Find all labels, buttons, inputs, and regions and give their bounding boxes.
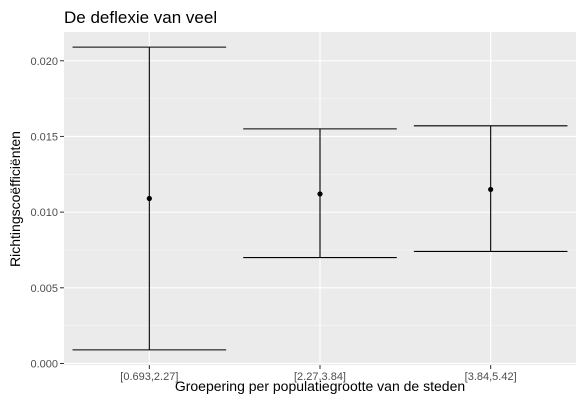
y-axis-title: Richtingscoëfficiënten — [7, 131, 23, 267]
y-tick-label: 0.020 — [30, 56, 58, 68]
y-tick-label: 0.015 — [30, 131, 58, 143]
x-axis-ticks: [0.693,2.27] [2.27,3.84] [3.84,5.42] — [120, 365, 517, 383]
x-tick-label: [0.693,2.27] — [120, 371, 178, 383]
error-bars — [72, 46, 568, 351]
y-tick-label: 0.000 — [30, 358, 58, 370]
y-axis-ticks: 0.000 0.005 0.010 0.015 0.020 — [30, 56, 64, 370]
x-tick-label: [3.84,5.42] — [465, 371, 517, 383]
estimate-point — [146, 195, 152, 202]
y-tick-label: 0.005 — [30, 283, 58, 295]
y-tick-label: 0.010 — [30, 207, 58, 219]
chart-title: De deflexie van veel — [64, 8, 217, 27]
x-tick-label: [2.27,3.84] — [294, 371, 346, 383]
estimate-point — [488, 186, 494, 193]
estimate-point — [317, 191, 323, 197]
x-axis-title: Groepering per populatiegrootte van de s… — [175, 378, 465, 394]
